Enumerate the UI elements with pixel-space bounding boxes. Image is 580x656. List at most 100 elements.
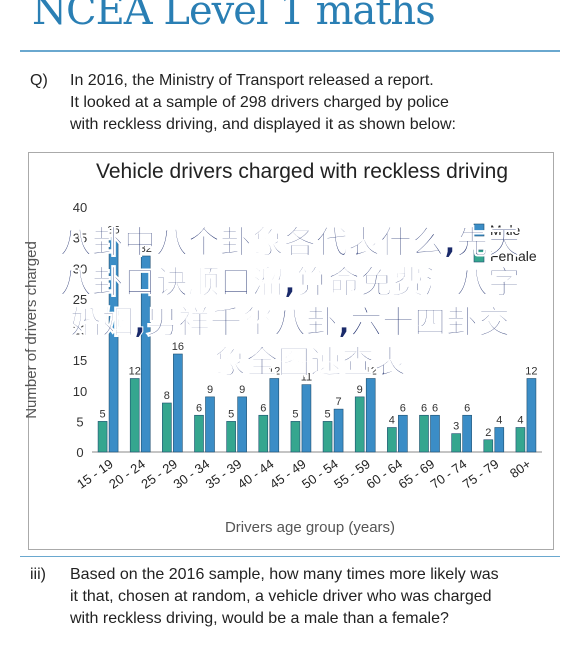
data-label: 5 [292, 408, 298, 420]
bar [162, 402, 172, 453]
chart-title: Vehicle drivers charged with reckless dr… [96, 160, 508, 183]
y-tick-label: 25 [73, 292, 87, 307]
bar [290, 421, 301, 453]
data-label: 6 [432, 402, 438, 414]
overlay-line: 象全图速查表 [213, 343, 406, 382]
data-label: 5 [228, 408, 234, 420]
rule [20, 556, 560, 557]
data-label: 6 [196, 402, 202, 414]
bar [258, 414, 269, 453]
bar [301, 384, 312, 453]
header-title: NCEA Level 1 maths [32, 0, 436, 34]
data-label: 9 [207, 384, 213, 396]
text-line: it that, chosen at random, a vehicle dri… [70, 588, 492, 605]
overlay-line: 八卦口诀顺口溜,算命免费测八字 [59, 263, 521, 302]
x-tick-label: 65 - 69 [395, 456, 437, 492]
rule [20, 50, 560, 52]
text-line: It looked at a sample of 298 drivers cha… [70, 94, 449, 111]
bar [451, 433, 461, 453]
legend-label: Female [490, 248, 537, 264]
y-tick-label: 15 [73, 353, 87, 368]
x-tick-label: 40 - 44 [235, 456, 277, 492]
bar [483, 439, 494, 453]
y-tick-label: 30 [73, 261, 87, 276]
data-label: 5 [100, 408, 106, 420]
y-tick-label: 35 [73, 231, 87, 246]
bar [173, 353, 183, 453]
x-axis-label: Drivers age group (years) [225, 519, 395, 536]
data-label: 9 [239, 384, 245, 396]
x-tick-label: 55 - 59 [331, 456, 373, 492]
bar [322, 421, 333, 453]
x-tick-label: 30 - 34 [170, 456, 212, 492]
watermark-overlay: 八卦中八个卦象各代表什么,先天 八卦口诀顺口溜,算命免费测八字 婚姻,男祥千玺八… [0, 222, 580, 382]
bar [354, 396, 365, 453]
bar [194, 414, 204, 453]
bar [515, 427, 526, 453]
data-label: 12 [525, 366, 537, 378]
question-label: Q) [30, 72, 48, 89]
chart-frame [28, 152, 554, 550]
y-tick-label: 5 [76, 414, 83, 429]
bar [108, 237, 119, 453]
data-label: 4 [517, 415, 523, 427]
text-line: In 2016, the Ministry of Transport relea… [70, 72, 434, 89]
x-tick-label: 50 - 54 [299, 456, 341, 492]
data-label: 3 [453, 421, 459, 433]
text-line: with reckless driving, and displayed it … [70, 116, 456, 133]
data-label: 35 [107, 225, 119, 237]
bar [226, 421, 236, 453]
data-label: 8 [164, 390, 170, 402]
bar [237, 396, 247, 453]
x-tick-label: 25 - 29 [138, 456, 180, 492]
bar [97, 421, 108, 453]
data-label: 4 [389, 415, 395, 427]
legend-swatch [473, 249, 485, 263]
bar [365, 378, 376, 453]
data-label: 4 [496, 415, 502, 427]
question-text: Based on the 2016 sample, how many times… [70, 564, 499, 630]
y-tick-label: 0 [76, 445, 83, 460]
data-label: 2 [485, 427, 491, 439]
x-tick-label: 80+ [507, 456, 534, 481]
bar [140, 255, 151, 453]
data-label: 6 [421, 402, 427, 414]
x-tick-label: 15 - 19 [74, 456, 116, 492]
bar [333, 408, 344, 453]
x-tick-label: 35 - 39 [203, 456, 245, 492]
x-tick-label: 70 - 74 [428, 456, 470, 492]
data-label: 12 [365, 366, 377, 378]
x-tick-label: 60 - 64 [363, 456, 405, 492]
bar [205, 396, 215, 453]
data-label: 5 [325, 408, 331, 420]
question-text: In 2016, the Ministry of Transport relea… [70, 70, 456, 136]
bar [269, 378, 280, 453]
bar [419, 414, 429, 453]
bar [387, 427, 397, 453]
data-label: 12 [129, 366, 141, 378]
data-label: 16 [172, 341, 184, 353]
legend-label: Male [490, 222, 521, 238]
x-tick-label: 45 - 49 [267, 456, 309, 492]
data-label: 7 [336, 396, 342, 408]
bar [398, 414, 408, 453]
x-tick-label: 75 - 79 [460, 456, 502, 492]
bar [430, 414, 440, 453]
data-label: 6 [464, 402, 470, 414]
bar [494, 427, 505, 453]
y-axis-label: Number of drivers charged [23, 241, 40, 419]
data-label: 6 [400, 402, 406, 414]
bar [462, 414, 472, 453]
text-line: with reckless driving, would be a male t… [70, 610, 449, 627]
question-label: iii) [30, 566, 46, 583]
data-label: 9 [357, 384, 363, 396]
x-tick-label: 20 - 24 [106, 456, 148, 492]
overlay-line: 婚姻,男祥千玺八卦,六十四卦交 [69, 303, 511, 342]
y-tick-label: 10 [73, 384, 87, 399]
bar [129, 378, 140, 453]
data-label: 6 [260, 402, 266, 414]
data-label: 11 [301, 372, 312, 384]
text-line: Based on the 2016 sample, how many times… [70, 566, 499, 583]
